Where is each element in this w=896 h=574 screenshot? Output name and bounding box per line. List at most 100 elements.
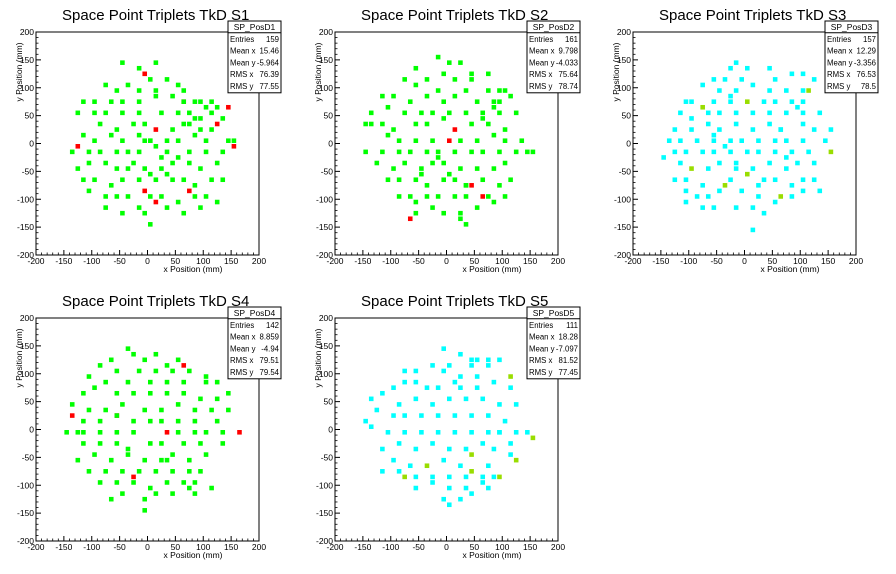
histogram-bin [508,452,513,457]
histogram-bin [508,385,513,390]
histogram-bin [164,457,170,463]
y-tick-label: -150 [614,222,631,232]
histogram-bin [430,110,435,116]
histogram-bin [148,379,153,385]
histogram-bin [474,357,480,363]
y-tick-label: 150 [319,55,333,65]
histogram-bin [800,99,806,104]
histogram-bin [385,430,391,435]
histogram-bin [396,149,402,155]
y-tick-label: 200 [20,27,34,37]
histogram-bin [142,188,147,194]
y-tick-label: -100 [17,480,34,490]
histogram-bin [435,88,441,93]
histogram-bin [430,363,435,368]
stats-box-name: SP_PosD1 [234,22,276,32]
histogram-bin [486,121,491,127]
histogram-bin [508,441,513,446]
histogram-bin [789,99,795,104]
histogram-bin [469,149,474,155]
histogram-bin [170,452,175,457]
y-tick-label: 100 [20,369,34,379]
histogram-bin [689,166,694,171]
stats-value: 78.5 [861,82,877,91]
histogram-bin [497,99,502,104]
histogram-bin [717,127,722,132]
stats-label: Mean y [230,344,256,353]
histogram-bin [424,121,430,127]
histogram-bin [491,379,497,385]
histogram-bin [469,413,474,418]
histogram-bin [114,88,120,93]
y-tick-label: 200 [319,313,333,323]
histogram-bin [120,210,125,216]
stats-value: 9.798 [558,47,578,56]
y-axis-label: y Position (mm) [313,42,323,101]
histogram-bin [784,110,789,116]
histogram-bin [733,110,739,116]
y-tick-label: -150 [316,508,333,518]
y-tick-label: 200 [20,313,34,323]
histogram-bin [789,194,795,199]
histogram-bin [407,99,413,104]
stats-label: RMS y [529,368,552,377]
stats-label: RMS x [529,70,552,79]
histogram-bin [368,396,374,402]
histogram-bin [458,385,463,390]
histogram-bin [175,155,181,160]
histogram-bin [391,385,396,390]
histogram-bin [153,144,159,149]
histogram-bin [86,374,92,379]
histogram-bin [469,469,474,474]
histogram-bin [164,480,170,485]
histogram-bin [430,441,435,446]
histogram-bin [164,430,170,435]
histogram-bin [722,144,728,149]
histogram-bin [750,110,756,116]
histogram-bin [424,77,430,82]
histogram-bin [159,110,164,116]
histogram-bin [402,160,407,166]
histogram-bin [108,496,114,502]
histogram-bin [463,110,469,116]
x-tick-label: 150 [821,256,835,266]
y-tick-label: 50 [25,111,35,121]
stats-label: RMS y [230,368,253,377]
histogram-bin [413,210,419,216]
histogram-bin [97,430,103,435]
histogram-bin [435,413,441,418]
histogram-bin [164,363,170,368]
histogram-bin [136,132,142,138]
histogram-bin [125,346,131,351]
histogram-bin [164,149,170,155]
x-tick-label: 0 [444,542,449,552]
histogram-bin [424,93,430,99]
histogram-panel-1: -200 -150 -100 -50 0 50 100 150 200 -200 -150 -100 -… [14,7,282,274]
stats-value: 76.53 [856,70,876,79]
histogram-bin [131,474,136,480]
histogram-bin [497,430,502,435]
chart-title: Space Point Triplets TkD S5 [361,293,548,310]
y-tick-label: -50 [619,166,632,176]
histogram-bin [103,205,108,210]
histogram-bin [678,110,683,116]
histogram-bin [97,121,103,127]
histogram-bin [136,149,142,155]
histogram-bin [380,390,385,396]
histogram-bin [368,110,374,116]
stats-value: 159 [266,35,279,44]
histogram-bin [131,121,136,127]
histogram-bin [463,396,469,402]
histogram-bin [772,99,778,104]
histogram-bin [231,144,237,149]
histogram-bin [64,430,69,435]
histogram-bin [463,222,469,227]
y-tick-label: 200 [319,27,333,37]
y-tick-label: 50 [622,111,632,121]
histogram-bin [441,368,446,374]
histogram-bin [75,430,81,435]
histogram-bin [784,155,789,160]
histogram-bin [402,368,407,374]
histogram-bin [419,166,424,171]
histogram-bin [187,188,192,194]
